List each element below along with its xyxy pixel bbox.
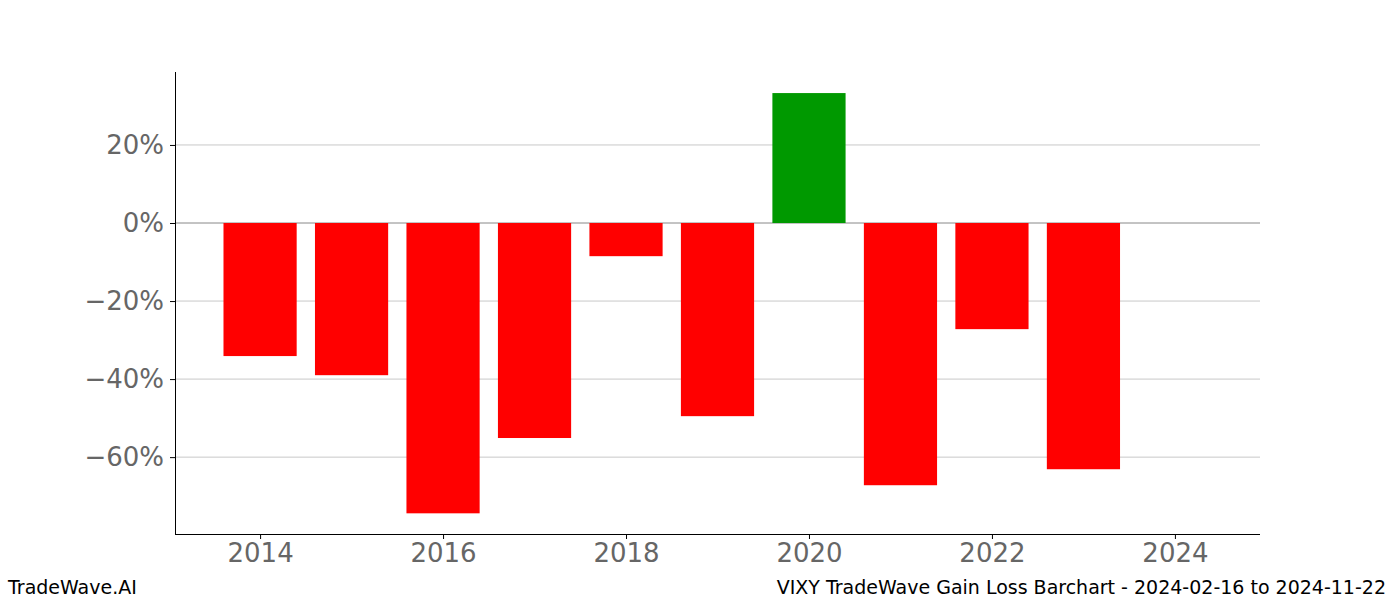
y-axis: −60% −40% −20% 0% 20% [84,72,175,534]
y-tick-mark [170,301,175,302]
y-tick-label: −40% [84,364,164,394]
x-tick: 2020 [776,534,842,568]
title: VIXY TradeWave Gain Loss Barchart - 2024… [777,576,1386,598]
x-tick: 2016 [410,534,476,568]
y-tick-label: −60% [84,442,164,472]
x-tick-label: 2014 [227,538,293,568]
x-tick: 2024 [1142,534,1208,568]
x-tick-label: 2016 [410,538,476,568]
y-tick-mark [170,379,175,380]
x-axis-line [175,534,1260,535]
x-tick: 2014 [227,534,293,568]
x-tick-label: 2018 [593,538,659,568]
y-axis-line [175,72,176,534]
chart: −60% −40% −20% 0% 20% 2014 2016 2018 2020 2022 202… [0,0,1400,600]
bar [1047,223,1120,469]
y-tick-mark [170,145,175,146]
x-tick-label: 2020 [776,538,842,568]
bar [406,223,479,513]
bar [772,93,845,223]
x-tick: 2018 [593,534,659,568]
bar [589,223,662,256]
y-tick: 0% [123,208,175,238]
y-tick-label: −20% [84,286,164,316]
x-tick-label: 2022 [959,538,1025,568]
y-tick: 20% [106,130,175,160]
x-tick-label: 2024 [1142,538,1208,568]
bar [681,223,754,416]
bars [223,93,1120,513]
y-tick-label: 20% [106,130,164,160]
bar [498,223,571,438]
grid-line [175,144,1260,145]
bar [864,223,937,485]
source: TradeWave.AI [7,576,137,598]
bar [955,223,1028,329]
x-axis: 2014 2016 2018 2020 2022 2024 [175,534,1260,568]
y-tick-mark [170,223,175,224]
y-tick: −60% [84,442,175,472]
y-tick: −20% [84,286,175,316]
y-tick-label: 0% [123,208,164,238]
y-tick: −40% [84,364,175,394]
bar [315,223,388,375]
y-tick-mark [170,457,175,458]
x-tick: 2022 [959,534,1025,568]
bar [223,223,296,356]
